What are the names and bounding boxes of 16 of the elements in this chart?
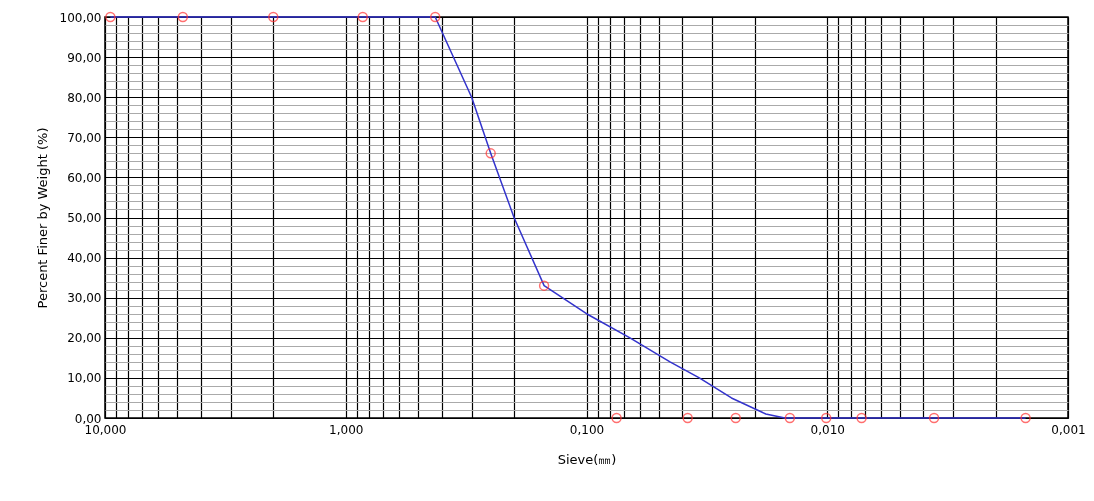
y-tick-label: 80,00 [67, 90, 102, 105]
x-axis-title: Sieve(㎜) [557, 451, 617, 467]
y-tick-label: 40,00 [67, 251, 102, 266]
y-tick-label: 10,00 [67, 371, 102, 386]
x-tick-label: 0,010 [810, 422, 845, 437]
y-tick-label: 30,00 [67, 291, 102, 306]
y-tick-label: 50,00 [67, 211, 102, 225]
y-tick-label: 90,00 [67, 50, 102, 65]
y-tick-label: 70,00 [67, 130, 102, 145]
x-tick-label: 0,001 [1051, 422, 1086, 437]
y-axis-title: Percent Finer by Weight (%) [34, 127, 50, 309]
x-tick-label: 0,100 [569, 422, 605, 437]
y-tick-label: 100,00 [59, 10, 102, 25]
x-tick-label: 1,000 [329, 422, 364, 437]
y-tick-label: 20,00 [67, 331, 102, 346]
y-tick-label: 60,00 [67, 170, 102, 185]
